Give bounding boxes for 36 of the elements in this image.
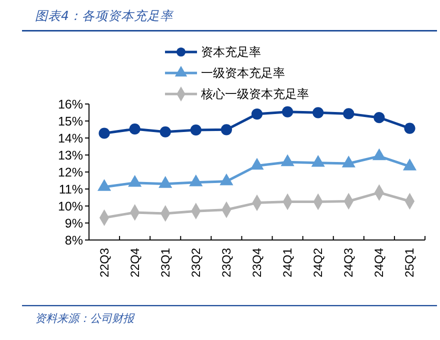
x-tick-label: 23Q3 <box>219 248 234 278</box>
point <box>251 108 263 120</box>
x-tick-label: 22Q4 <box>128 248 142 278</box>
x-tick-label: 24Q1 <box>280 248 295 278</box>
point <box>282 106 294 118</box>
point <box>343 108 354 120</box>
y-tick-label: 12% <box>58 165 83 180</box>
x-tick-label: 23Q4 <box>250 248 264 278</box>
x-tick-label: 22Q3 <box>97 248 112 278</box>
y-tick-label: 16% <box>58 97 83 112</box>
point <box>374 112 385 124</box>
y-tick-label: 13% <box>58 148 83 162</box>
x-tick-label: 24Q4 <box>372 248 386 278</box>
x-tick-label: 23Q1 <box>158 248 172 278</box>
point <box>190 124 202 136</box>
x-tick-label: 25Q1 <box>402 248 417 278</box>
point <box>129 123 140 135</box>
point <box>404 122 416 134</box>
x-tick-label: 24Q3 <box>342 248 356 278</box>
legend-label: 资本充足率 <box>201 45 261 60</box>
y-tick-label: 14% <box>58 131 83 146</box>
legend-label: 一级资本充足率 <box>201 66 285 80</box>
y-tick-label: 9% <box>64 216 83 230</box>
y-tick-label: 11% <box>58 182 83 196</box>
legend-label: 核心一级资本充足率 <box>200 87 309 102</box>
text: 资料来源：公司财报 <box>35 312 135 325</box>
y-tick-label: 10% <box>58 199 83 214</box>
x-tick-label: 23Q2 <box>188 248 203 278</box>
point <box>160 126 171 138</box>
point <box>312 107 324 118</box>
point <box>98 128 110 139</box>
y-tick-label: 15% <box>58 114 83 128</box>
point <box>220 124 232 136</box>
y-tick-label: 8% <box>64 233 83 248</box>
x-tick-label: 24Q2 <box>311 248 326 278</box>
chart-title: 图表4：各项资本充足率 <box>35 8 174 23</box>
